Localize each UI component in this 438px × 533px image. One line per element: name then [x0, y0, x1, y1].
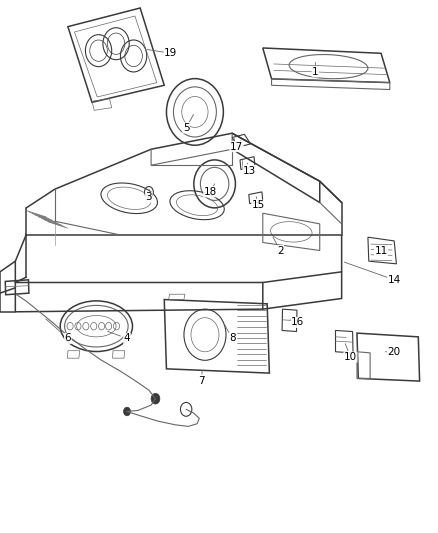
Text: 13: 13 [243, 166, 256, 175]
Text: 2: 2 [277, 246, 284, 255]
Text: 17: 17 [230, 142, 243, 151]
Text: 3: 3 [145, 192, 152, 202]
Text: 10: 10 [344, 352, 357, 362]
Text: 7: 7 [198, 376, 205, 386]
Text: 15: 15 [252, 200, 265, 210]
Text: 4: 4 [124, 334, 131, 343]
Text: 1: 1 [312, 67, 319, 77]
Text: 20: 20 [388, 347, 401, 357]
Text: 6: 6 [64, 334, 71, 343]
Text: 18: 18 [204, 187, 217, 197]
Text: 19: 19 [164, 49, 177, 58]
Text: 16: 16 [291, 318, 304, 327]
Text: 5: 5 [183, 123, 190, 133]
Text: 11: 11 [374, 246, 388, 255]
Text: 14: 14 [388, 275, 401, 285]
Circle shape [151, 393, 160, 404]
Text: 8: 8 [229, 334, 236, 343]
Circle shape [124, 407, 131, 416]
